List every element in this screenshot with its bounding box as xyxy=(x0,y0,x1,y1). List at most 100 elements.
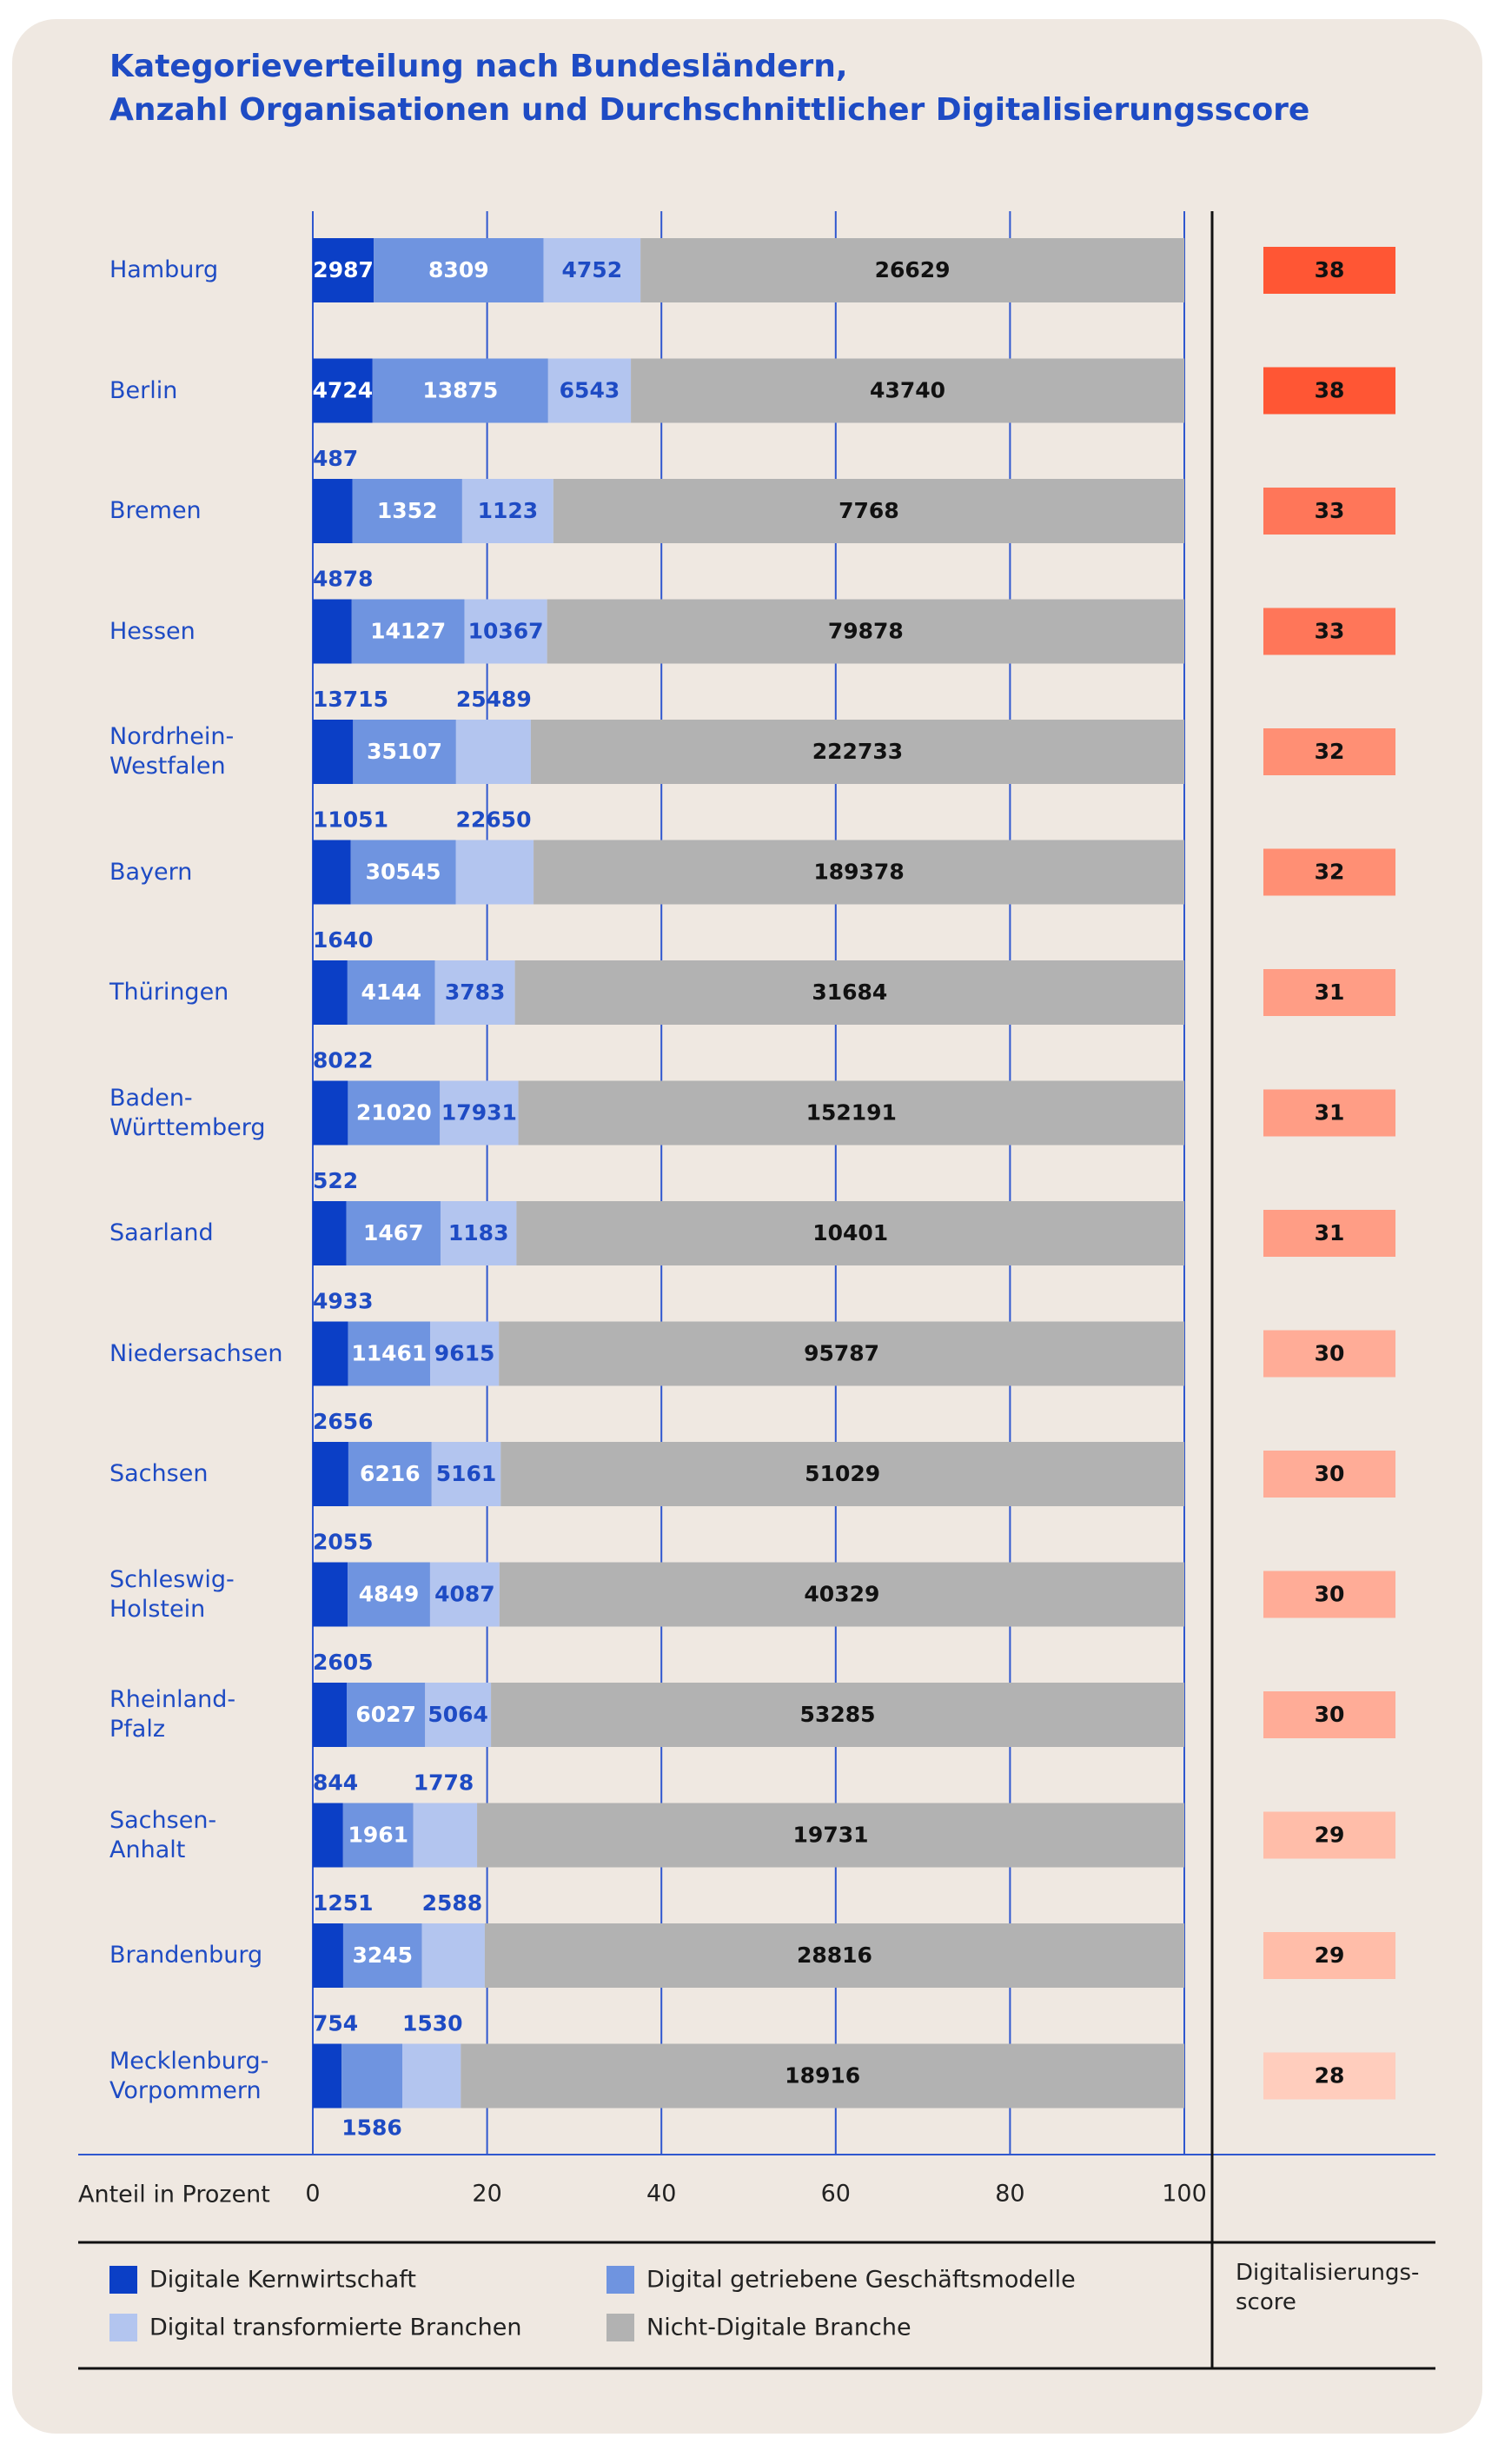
category-label: Schleswig- Holstein xyxy=(109,1565,235,1623)
score-box xyxy=(1263,488,1395,535)
bar-segment xyxy=(351,599,465,664)
value-label: 22650 xyxy=(455,807,531,833)
bar-segment xyxy=(640,238,1184,302)
bar-segment xyxy=(455,840,534,905)
bar-segment xyxy=(461,2043,1184,2109)
category-label: Mecklenburg- Vorpommern xyxy=(109,2047,269,2104)
bar-segment xyxy=(341,2043,403,2109)
bar-segment xyxy=(484,1923,1184,1988)
value-label: 1530 xyxy=(402,2011,463,2036)
bar-segment xyxy=(547,599,1184,664)
bar-segment xyxy=(518,1080,1184,1146)
chart-title: Kategorieverteilung nach Bundesländern, … xyxy=(109,49,1310,128)
score-label: 32 xyxy=(1315,860,1345,885)
bar-segment xyxy=(313,1321,348,1386)
value-label: 35107 xyxy=(367,739,442,764)
value-label: 152191 xyxy=(806,1100,897,1126)
bar-segment xyxy=(421,1923,485,1988)
bar-segment xyxy=(534,840,1184,905)
bar-segment xyxy=(313,599,352,664)
bar-segment xyxy=(372,358,548,423)
bar-segment xyxy=(350,840,456,905)
bar-segment xyxy=(402,2043,461,2109)
bar-segment xyxy=(348,1562,430,1627)
value-label: 9615 xyxy=(434,1341,495,1366)
category-label: Sachsen- Anhalt xyxy=(109,1806,217,1863)
value-label: 4878 xyxy=(313,567,374,592)
value-label: 1123 xyxy=(478,498,539,523)
value-label: 3783 xyxy=(445,980,506,1005)
value-label: 51029 xyxy=(805,1461,880,1486)
value-label: 2656 xyxy=(313,1409,374,1434)
value-label: 8022 xyxy=(313,1048,374,1073)
bar-segment xyxy=(543,238,641,302)
bar-segment xyxy=(547,358,632,423)
value-label: 8309 xyxy=(428,257,489,282)
bar-segment xyxy=(346,1201,441,1265)
bar-segment xyxy=(347,1683,426,1747)
bar-segment xyxy=(313,238,374,302)
bar-segment xyxy=(374,238,544,302)
bar-segment xyxy=(499,1321,1184,1386)
score-label: 38 xyxy=(1315,257,1345,282)
value-label: 1183 xyxy=(448,1220,509,1245)
bar-segment xyxy=(313,960,348,1025)
bar-segment xyxy=(455,720,531,784)
score-box xyxy=(1263,969,1395,1016)
bar-segment xyxy=(313,1201,347,1265)
score-label: 32 xyxy=(1315,739,1345,764)
bar-segment xyxy=(434,960,515,1025)
bar-segment xyxy=(342,1803,414,1868)
value-label: 1467 xyxy=(363,1220,424,1245)
category-label: Sachsen xyxy=(109,1460,209,1487)
value-label: 2055 xyxy=(313,1530,374,1555)
score-box xyxy=(1263,1330,1395,1378)
score-label: 30 xyxy=(1315,1341,1345,1366)
category-label: Thüringen xyxy=(109,979,229,1006)
legend-label: Digitale Kernwirtschaft xyxy=(149,2266,416,2294)
legend-swatch xyxy=(606,2266,634,2294)
value-label: 4724 xyxy=(313,378,374,403)
score-box xyxy=(1263,1089,1395,1137)
score-box xyxy=(1263,608,1395,655)
value-label: 17931 xyxy=(441,1100,517,1126)
bar-segment xyxy=(313,840,351,905)
value-label: 11051 xyxy=(313,807,388,833)
legend-swatch xyxy=(109,2314,137,2341)
value-label: 2588 xyxy=(422,1890,483,1916)
bar-segment xyxy=(313,1683,348,1747)
category-label: Hessen xyxy=(109,617,196,645)
bar-segment xyxy=(348,1321,431,1386)
bar-segment xyxy=(313,479,353,543)
bar-segment xyxy=(352,479,462,543)
value-label: 31684 xyxy=(812,980,887,1005)
score-box xyxy=(1263,848,1395,896)
x-axis-label: Anteil in Prozent xyxy=(78,2181,270,2208)
value-label: 10401 xyxy=(812,1220,888,1245)
value-label: 4933 xyxy=(313,1289,374,1314)
bar-segment xyxy=(429,1562,500,1627)
score-label: 31 xyxy=(1315,980,1345,1005)
score-label: 31 xyxy=(1315,1100,1345,1126)
bar-segment xyxy=(342,1923,422,1988)
value-label: 1640 xyxy=(313,927,374,953)
bar-segment xyxy=(313,358,373,423)
bar-segment xyxy=(491,1683,1184,1747)
bar-segment xyxy=(430,1321,500,1386)
bar-segment xyxy=(514,960,1184,1025)
score-box xyxy=(1263,2052,1395,2100)
value-label: 844 xyxy=(313,1770,358,1796)
value-label: 19731 xyxy=(793,1823,869,1848)
bar-segment xyxy=(313,2043,342,2109)
bar-segment xyxy=(347,960,435,1025)
value-label: 522 xyxy=(313,1168,358,1193)
score-box xyxy=(1263,1210,1395,1257)
x-tick-label: 60 xyxy=(821,2181,851,2208)
bar-segment xyxy=(348,1080,441,1146)
score-label: 31 xyxy=(1315,1220,1345,1245)
score-label: 30 xyxy=(1315,1702,1345,1727)
category-label: Rheinland- Pfalz xyxy=(109,1686,236,1743)
x-tick-label: 20 xyxy=(472,2181,501,2208)
bar-segment xyxy=(353,720,456,784)
